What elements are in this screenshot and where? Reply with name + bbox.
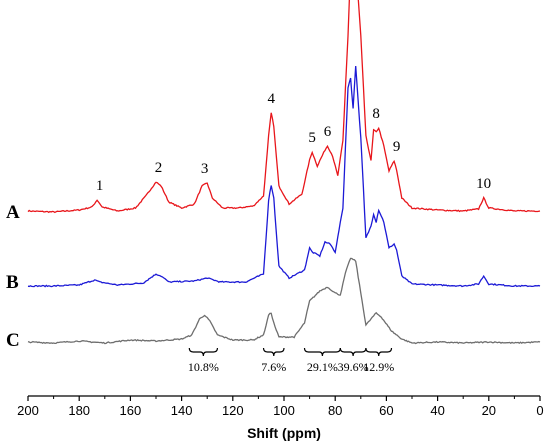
traces-layer — [27, 0, 541, 345]
x-tick-label: 140 — [171, 403, 193, 418]
peak-label: 1 — [96, 178, 104, 194]
x-tick-label: 60 — [379, 403, 393, 418]
peak-label: 2 — [155, 160, 163, 176]
peak-label: 4 — [267, 91, 275, 107]
integration-brace — [303, 347, 341, 357]
x-axis: 200 180 160 140 120 100 80 60 40 20 0 — [17, 395, 544, 418]
x-tick-label: 100 — [273, 403, 295, 418]
integration-brace — [262, 347, 285, 357]
series-label-A: A — [6, 202, 20, 223]
x-tick-label: 160 — [120, 403, 142, 418]
peak-label: 5 — [308, 130, 316, 146]
x-tick-label: 40 — [430, 403, 444, 418]
x-tick-label: 120 — [222, 403, 244, 418]
integration-label: 12.9% — [363, 360, 394, 374]
integration-brace — [188, 347, 219, 357]
integration-brace — [339, 347, 367, 357]
peak-label: 3 — [201, 161, 209, 177]
peak-label: 8 — [372, 106, 380, 122]
series-label-B: B — [6, 272, 19, 293]
peak-label: 6 — [324, 124, 332, 140]
integration-label: 39.6% — [338, 360, 369, 374]
x-tick-label: 20 — [482, 403, 496, 418]
x-tick-label: 80 — [328, 403, 342, 418]
series-line-A — [27, 0, 541, 214]
series-line-C — [27, 257, 541, 345]
series-label-C: C — [6, 330, 20, 351]
integration-label: 7.6% — [261, 360, 286, 374]
x-tick-label: 180 — [68, 403, 90, 418]
peak-label: 9 — [393, 139, 401, 155]
integration-brace — [365, 347, 393, 357]
annotations-layer: ABC1234567891010.8%7.6%29.1%39.6%12.9% — [6, 91, 491, 374]
integration-label: 29.1% — [307, 360, 338, 374]
integration-label: 10.8% — [188, 360, 219, 374]
peak-label: 10 — [476, 176, 491, 192]
x-tick-label: 0 — [536, 403, 543, 418]
x-axis-title: Shift (ppm) — [247, 425, 321, 441]
series-line-B — [27, 66, 541, 288]
x-tick-label: 200 — [17, 403, 39, 418]
